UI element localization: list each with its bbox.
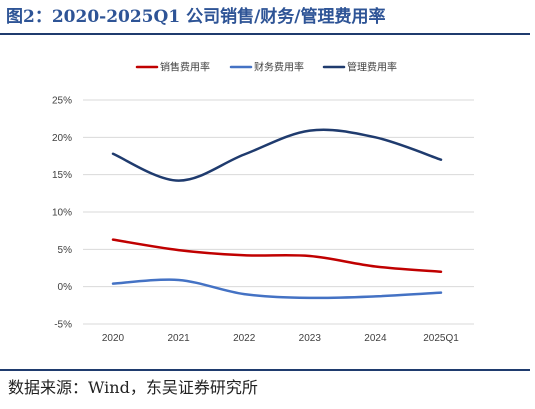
x-tick-label: 2024 <box>364 333 387 344</box>
line-chart: 销售费用率 财务费用率 管理费用率 25% 20% 15% 10% 5% 0% -5% 2020… <box>52 61 474 344</box>
source-rule <box>0 369 530 371</box>
x-tick-label: 2025Q1 <box>423 333 459 344</box>
legend-label: 销售费用率 <box>160 61 210 74</box>
legend-label: 财务费用率 <box>254 61 304 74</box>
figure-title: 图2：2020-2025Q1 公司销售/财务/管理费用率 <box>6 7 386 27</box>
legend-label: 管理费用率 <box>347 61 397 74</box>
source-note: 数据来源：Wind，东吴证券研究所 <box>8 378 258 397</box>
title-rule <box>0 33 530 35</box>
chart-grid <box>83 99 474 325</box>
y-tick-label: 10% <box>52 208 72 219</box>
series-line <box>111 128 443 182</box>
y-tick-label: 20% <box>52 133 72 144</box>
x-tick-label: 2022 <box>233 333 256 344</box>
x-axis: 2020 2021 2022 2023 2024 2025Q1 <box>102 333 459 344</box>
chart-series <box>111 128 443 300</box>
y-tick-label: -5% <box>54 320 72 331</box>
y-tick-label: 5% <box>58 245 73 256</box>
x-tick-label: 2021 <box>167 333 190 344</box>
y-tick-label: 25% <box>52 96 72 107</box>
series-line <box>111 278 443 300</box>
y-tick-label: 15% <box>52 170 72 181</box>
x-tick-label: 2020 <box>102 333 125 344</box>
series-line <box>111 238 443 273</box>
y-tick-label: 0% <box>58 282 73 293</box>
x-tick-label: 2023 <box>299 333 322 344</box>
y-axis: 25% 20% 15% 10% 5% 0% -5% <box>52 96 72 331</box>
chart-legend: 销售费用率 财务费用率 管理费用率 <box>135 61 397 74</box>
